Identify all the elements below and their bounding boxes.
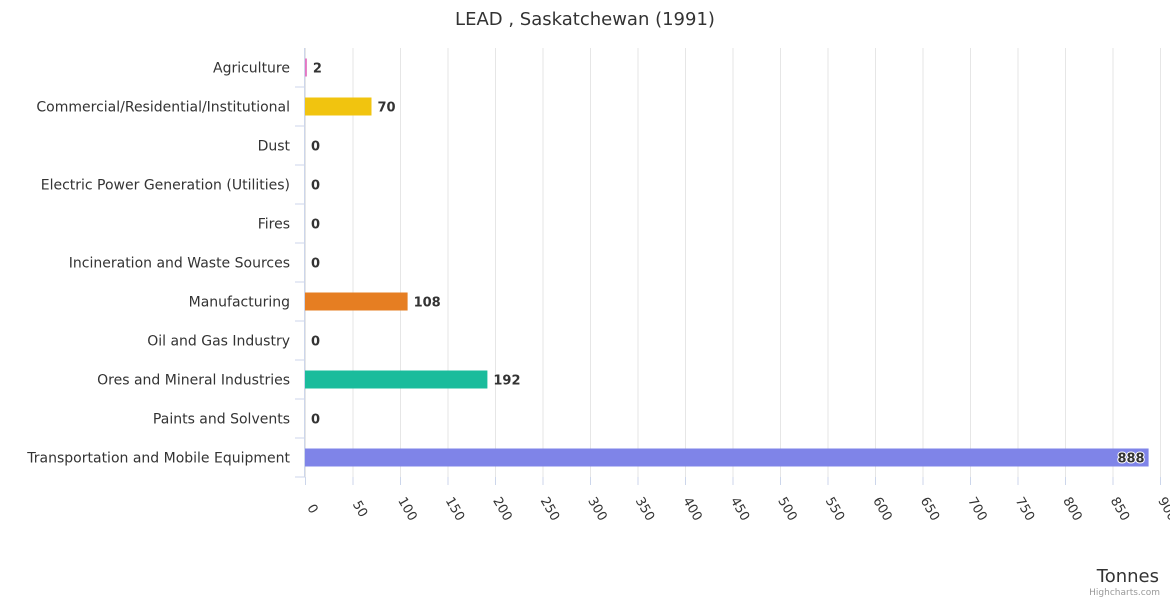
bar[interactable] <box>305 292 408 311</box>
bar-series <box>305 58 1149 467</box>
bar[interactable] <box>305 448 1149 467</box>
x-tick-label: 450 <box>727 495 752 524</box>
bar[interactable] <box>305 370 488 389</box>
data-label: 888 <box>1117 452 1144 467</box>
x-tick-label: 800 <box>1059 495 1084 524</box>
chart-title: LEAD , Saskatchewan (1991) <box>455 9 715 30</box>
data-labels: 2 70 0 0 0 0 108 0 192 0 888 <box>311 62 1146 468</box>
category-label: Commercial/Residential/Institutional <box>36 100 290 116</box>
category-label: Oil and Gas Industry <box>147 334 290 350</box>
category-label: Dust <box>258 139 291 155</box>
x-tick-label: 100 <box>394 495 419 524</box>
x-tick-label: 350 <box>632 495 657 524</box>
category-label: Agriculture <box>213 61 290 77</box>
credits-link[interactable]: Highcharts.com <box>1089 588 1160 598</box>
x-tick-label: 850 <box>1107 495 1132 524</box>
x-tick-label: 550 <box>822 495 847 524</box>
data-label: 0 <box>311 335 320 350</box>
x-tick-label: 250 <box>537 495 562 524</box>
data-label: 0 <box>311 140 320 155</box>
value-axis-title: Tonnes <box>1096 566 1159 587</box>
x-tick-label: 600 <box>869 495 894 524</box>
category-label: Manufacturing <box>189 295 290 311</box>
grid-lines <box>305 48 1161 477</box>
x-tick-label: 900 <box>1154 495 1170 524</box>
data-label: 0 <box>311 413 320 428</box>
category-label: Electric Power Generation (Utilities) <box>41 178 290 194</box>
value-axis: 0 50 100 150 200 250 300 350 400 450 500 550 600 650 7… <box>303 477 1170 524</box>
category-label: Paints and Solvents <box>153 412 290 428</box>
data-label: 0 <box>311 257 320 272</box>
x-tick-label: 200 <box>489 495 514 524</box>
data-label: 192 <box>493 374 520 389</box>
x-tick-label: 750 <box>1012 495 1037 524</box>
category-label: Ores and Mineral Industries <box>97 373 290 389</box>
x-tick-label: 400 <box>679 495 704 524</box>
x-tick-label: 700 <box>964 495 989 524</box>
x-tick-label: 50 <box>349 498 370 520</box>
category-label: Transportation and Mobile Equipment <box>26 451 290 467</box>
data-label: 70 <box>378 101 396 116</box>
x-tick-label: 650 <box>917 495 942 524</box>
data-label: 0 <box>311 179 320 194</box>
x-tick-label: 0 <box>303 502 320 517</box>
bar[interactable] <box>305 97 372 116</box>
x-tick-label: 300 <box>584 495 609 524</box>
category-label: Fires <box>258 217 290 233</box>
x-tick-label: 500 <box>774 495 799 524</box>
category-axis: Agriculture Commercial/Residential/Instit… <box>26 48 305 478</box>
x-tick-label: 150 <box>442 495 467 524</box>
data-label: 0 <box>311 218 320 233</box>
category-label: Incineration and Waste Sources <box>69 256 290 272</box>
data-label: 108 <box>414 296 441 311</box>
bar[interactable] <box>305 58 307 77</box>
data-label: 2 <box>313 62 322 77</box>
